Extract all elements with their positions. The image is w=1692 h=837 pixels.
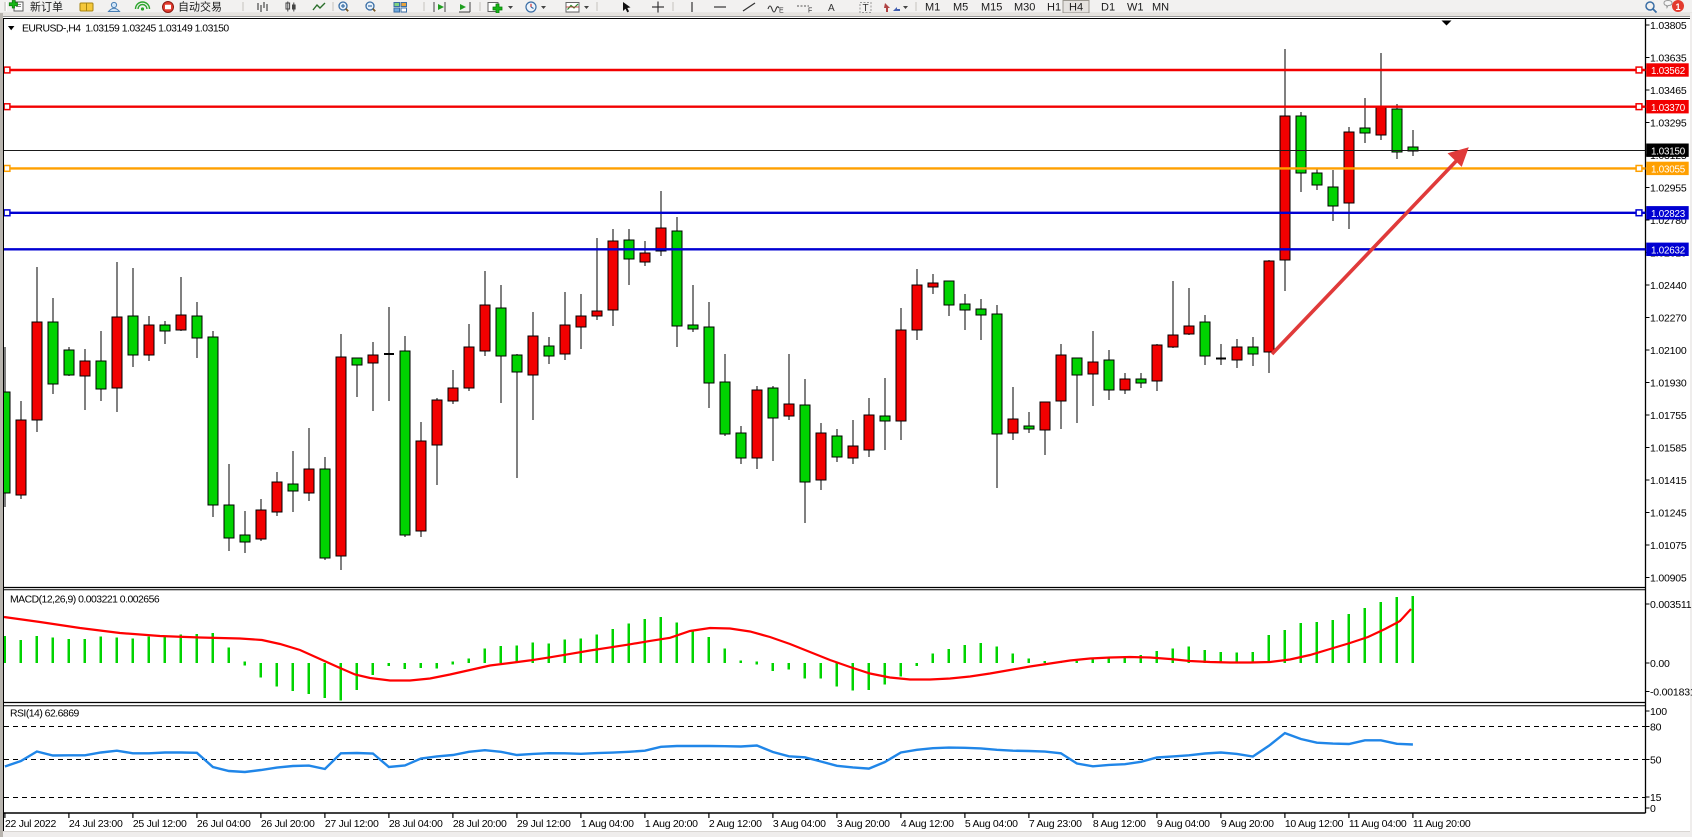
svg-text:1.01415: 1.01415 <box>1650 475 1687 487</box>
svg-text:W1: W1 <box>1127 2 1144 14</box>
svg-text:MACD(12,26,9) 0.003221 0.00265: MACD(12,26,9) 0.003221 0.002656 <box>10 595 160 606</box>
svg-text:1.01585: 1.01585 <box>1650 443 1687 455</box>
svg-text:28 Jul 20:00: 28 Jul 20:00 <box>453 818 507 830</box>
svg-text:2 Aug 12:00: 2 Aug 12:00 <box>709 818 762 830</box>
svg-text:RSI(14) 62.6869: RSI(14) 62.6869 <box>10 709 79 720</box>
svg-text:1.02270: 1.02270 <box>1650 313 1687 325</box>
svg-text:1.01930: 1.01930 <box>1650 378 1687 390</box>
svg-text:50: 50 <box>1650 755 1662 767</box>
svg-text:M1: M1 <box>925 2 940 14</box>
svg-text:7 Aug 23:00: 7 Aug 23:00 <box>1029 818 1082 830</box>
svg-text:1.01245: 1.01245 <box>1650 508 1687 520</box>
svg-text:9 Aug 20:00: 9 Aug 20:00 <box>1221 818 1274 830</box>
svg-text:26 Jul 20:00: 26 Jul 20:00 <box>261 818 315 830</box>
svg-text:8 Aug 12:00: 8 Aug 12:00 <box>1093 818 1146 830</box>
svg-text:1: 1 <box>1676 2 1681 12</box>
svg-text:M15: M15 <box>981 2 1002 14</box>
svg-text:100: 100 <box>1650 706 1667 718</box>
svg-text:1.03370: 1.03370 <box>1651 103 1686 114</box>
svg-text:1.03805: 1.03805 <box>1650 20 1687 32</box>
svg-text:22 Jul 2022: 22 Jul 2022 <box>5 818 56 830</box>
svg-text:10 Aug 12:00: 10 Aug 12:00 <box>1285 818 1344 830</box>
svg-text:3 Aug 20:00: 3 Aug 20:00 <box>837 818 890 830</box>
svg-text:26 Jul 04:00: 26 Jul 04:00 <box>197 818 251 830</box>
svg-text:0.003511: 0.003511 <box>1650 599 1692 611</box>
svg-text:1.01755: 1.01755 <box>1650 410 1687 422</box>
svg-text:-0.001831: -0.001831 <box>1650 687 1692 699</box>
svg-text:D1: D1 <box>1101 2 1115 14</box>
svg-text:H4: H4 <box>1069 2 1083 14</box>
svg-text:0: 0 <box>1650 803 1656 815</box>
svg-text:5 Aug 04:00: 5 Aug 04:00 <box>965 818 1018 830</box>
svg-text:1.03295: 1.03295 <box>1650 118 1687 130</box>
svg-text:27 Jul 12:00: 27 Jul 12:00 <box>325 818 379 830</box>
svg-text:1.02955: 1.02955 <box>1650 183 1687 195</box>
svg-text:M30: M30 <box>1014 2 1035 14</box>
svg-text:T: T <box>863 3 869 14</box>
svg-text:1.03635: 1.03635 <box>1650 53 1687 65</box>
svg-text:自动交易: 自动交易 <box>178 0 222 14</box>
svg-text:A: A <box>828 3 835 14</box>
svg-text:1.00905: 1.00905 <box>1650 573 1687 585</box>
svg-text:0.00: 0.00 <box>1650 658 1670 670</box>
svg-text:29 Jul 12:00: 29 Jul 12:00 <box>517 818 571 830</box>
svg-text:24 Jul 23:00: 24 Jul 23:00 <box>69 818 123 830</box>
svg-text:3 Aug 04:00: 3 Aug 04:00 <box>773 818 826 830</box>
svg-text:9 Aug 04:00: 9 Aug 04:00 <box>1157 818 1210 830</box>
svg-text:11 Aug 20:00: 11 Aug 20:00 <box>1413 818 1471 830</box>
svg-text:1.02823: 1.02823 <box>1651 209 1686 220</box>
svg-text:25 Jul 12:00: 25 Jul 12:00 <box>133 818 187 830</box>
svg-text:F: F <box>808 8 812 15</box>
svg-text:1 Aug 20:00: 1 Aug 20:00 <box>645 818 698 830</box>
svg-text:1.01075: 1.01075 <box>1650 540 1687 552</box>
svg-text:11 Aug 04:00: 11 Aug 04:00 <box>1349 818 1407 830</box>
svg-text:新订单: 新订单 <box>30 0 63 14</box>
svg-text:1.02440: 1.02440 <box>1650 280 1687 292</box>
svg-text:1.02632: 1.02632 <box>1651 246 1685 257</box>
svg-text:1.03465: 1.03465 <box>1650 85 1687 97</box>
svg-text:1.02100: 1.02100 <box>1650 345 1687 357</box>
svg-text:1.03562: 1.03562 <box>1651 66 1685 77</box>
svg-text:MN: MN <box>1152 2 1169 14</box>
svg-text:1.03055: 1.03055 <box>1651 165 1686 176</box>
svg-text:E: E <box>779 8 784 15</box>
svg-text:28 Jul 04:00: 28 Jul 04:00 <box>389 818 443 830</box>
svg-text:EURUSD-,H4 1.03159 1.03245 1.: EURUSD-,H4 1.03159 1.03245 1.03149 1.031… <box>22 24 229 35</box>
svg-text:1.03150: 1.03150 <box>1651 146 1686 157</box>
svg-text:15: 15 <box>1650 792 1662 804</box>
svg-text:80: 80 <box>1650 722 1662 734</box>
svg-text:4 Aug 12:00: 4 Aug 12:00 <box>901 818 954 830</box>
svg-text:H1: H1 <box>1047 2 1061 14</box>
svg-text:1 Aug 04:00: 1 Aug 04:00 <box>581 818 634 830</box>
svg-text:M5: M5 <box>953 2 968 14</box>
